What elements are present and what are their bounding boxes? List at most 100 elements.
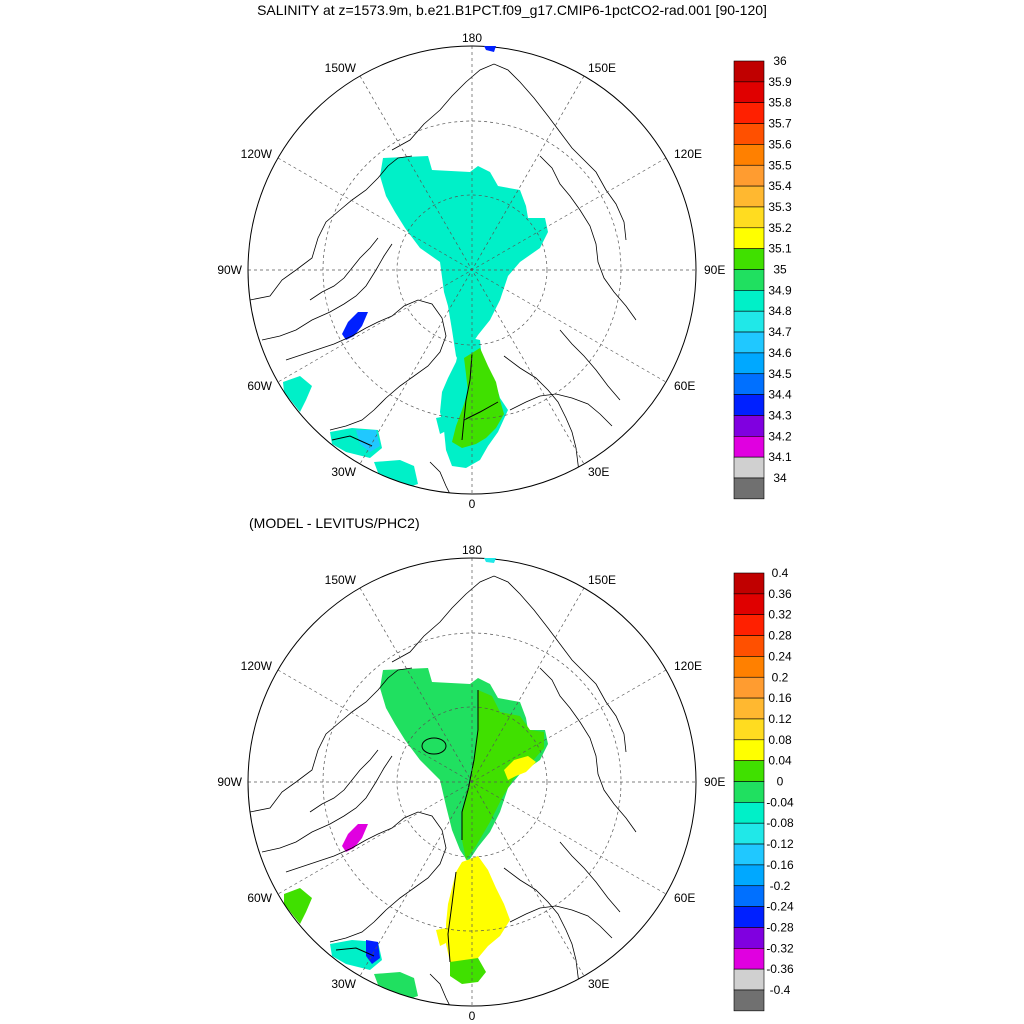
salinity-colorbar-label: 35 — [773, 263, 787, 277]
difference-colorbar-swatch — [733, 718, 765, 741]
difference-colorbar-label: 0.12 — [768, 712, 792, 726]
difference-colorbar-label: -0.08 — [766, 816, 794, 830]
top-contour-line-irminger — [331, 435, 373, 447]
top-lon-label-150e: 150E — [588, 61, 616, 75]
top-map-fields — [249, 63, 637, 494]
difference-colorbar-swatch — [733, 906, 765, 928]
bottom-lon-label-60w: 60W — [247, 891, 272, 905]
salinity-colorbar-swatch — [733, 435, 765, 458]
difference-colorbar-label: 0.36 — [768, 587, 792, 601]
bottom-diff-region-baffin — [342, 824, 368, 852]
difference-colorbar-swatch — [733, 739, 765, 761]
top-salinity-region-labrador — [283, 376, 312, 412]
top-lon-label-60w: 60W — [247, 379, 272, 393]
salinity-colorbar-swatch — [733, 248, 765, 270]
difference-colorbar-swatch — [733, 676, 765, 699]
bottom-contour-lines — [335, 690, 479, 963]
difference-colorbar-label: 0.08 — [768, 733, 792, 747]
difference-colorbar-label: -0.04 — [766, 795, 794, 809]
difference-colorbar-label: 0.04 — [768, 754, 792, 768]
bottom-diff-region-labrador — [284, 888, 312, 924]
salinity-colorbar-swatch — [733, 269, 765, 291]
bottom-lon-label-60e: 60E — [674, 891, 695, 905]
salinity-colorbar-swatch — [733, 81, 765, 103]
salinity-colorbar-label: 35.8 — [768, 96, 792, 110]
bottom-lon-label-150w: 150W — [325, 573, 357, 587]
salinity-colorbar-swatch — [733, 290, 765, 312]
bottom-diff-region-small — [436, 928, 448, 946]
salinity-colorbar-label: 35.1 — [768, 242, 792, 256]
difference-colorbar-swatch — [733, 989, 765, 1012]
bottom-colorbar: 0.4 0.36 0.32 0.28 0.24 0.2 0.16 0.12 0.08 0.04 0 -… — [733, 566, 794, 1012]
difference-colorbar-label: 0.28 — [768, 629, 792, 643]
bottom-map-panel: 180 0 90W 90E 150W 120W 150E 120E 60W 30… — [217, 543, 794, 1023]
difference-colorbar-swatch — [733, 760, 765, 782]
salinity-colorbar-swatch — [733, 102, 765, 124]
top-lon-label-60e: 60E — [674, 379, 695, 393]
salinity-colorbar-label: 34 — [773, 471, 787, 485]
difference-colorbar-swatch — [733, 968, 765, 991]
top-salinity-region-irminger-dark — [356, 430, 380, 452]
top-salinity-region-green — [452, 348, 504, 448]
difference-colorbar-swatch — [733, 885, 765, 907]
difference-colorbar-label: -0.2 — [770, 879, 791, 893]
bottom-diff-region-irminger-blue — [366, 940, 380, 964]
bottom-lon-label-0: 0 — [469, 1009, 476, 1023]
panel-subtitle: (MODEL - LEVITUS/PHC2) — [249, 515, 420, 531]
difference-colorbar-swatch — [733, 864, 765, 887]
bottom-map-fields — [249, 575, 637, 1006]
bottom-lon-label-30e: 30E — [588, 977, 609, 991]
difference-colorbar-label: -0.12 — [766, 837, 794, 851]
salinity-colorbar-label: 34.8 — [768, 304, 792, 318]
bottom-map-border — [247, 557, 697, 1007]
top-coastlines — [249, 63, 637, 494]
difference-colorbar-label: 0.24 — [768, 649, 792, 663]
salinity-colorbar-swatch — [733, 331, 765, 354]
salinity-colorbar-label: 34.5 — [768, 367, 792, 381]
difference-colorbar-swatch — [733, 572, 765, 595]
salinity-colorbar-label: 35.3 — [768, 200, 792, 214]
difference-colorbar-label: -0.32 — [766, 941, 794, 955]
bottom-lon-label-120w: 120W — [241, 659, 273, 673]
salinity-colorbar-swatch — [733, 394, 765, 416]
salinity-colorbar-label: 34.6 — [768, 346, 792, 360]
top-salinity-region-arctic — [380, 156, 548, 368]
salinity-colorbar-label: 34.1 — [768, 450, 792, 464]
salinity-colorbar-swatch — [733, 373, 765, 395]
top-lon-label-30e: 30E — [588, 465, 609, 479]
salinity-colorbar-swatch — [733, 164, 765, 187]
difference-colorbar-swatch — [733, 635, 765, 657]
salinity-colorbar-swatch — [733, 123, 765, 145]
bottom-lon-label-90w: 90W — [217, 775, 242, 789]
bottom-graticule — [248, 558, 696, 1006]
difference-colorbar-label: 0 — [777, 775, 784, 789]
top-lon-label-30w: 30W — [331, 465, 356, 479]
salinity-colorbar-swatch — [733, 310, 765, 333]
salinity-colorbar-label: 34.4 — [768, 388, 792, 402]
difference-colorbar-label: 0.32 — [768, 608, 792, 622]
salinity-colorbar-label: 34.3 — [768, 408, 792, 422]
bottom-diff-region-fram — [446, 856, 510, 966]
top-lon-label-120w: 120W — [241, 147, 273, 161]
top-salinity-region-small — [436, 416, 448, 434]
bottom-diff-region-norway — [374, 972, 418, 1002]
difference-colorbar-label: -0.24 — [766, 900, 794, 914]
salinity-colorbar-label: 35.2 — [768, 221, 792, 235]
bottom-lon-label-30w: 30W — [331, 977, 356, 991]
difference-colorbar-label: -0.4 — [770, 983, 791, 997]
difference-colorbar-swatch — [733, 802, 765, 824]
difference-colorbar-label: 0.2 — [772, 670, 789, 684]
difference-colorbar-label: 0.16 — [768, 691, 792, 705]
top-lon-label-120e: 120E — [674, 147, 702, 161]
top-salinity-region-baffin — [342, 312, 368, 340]
salinity-colorbar-label: 36 — [773, 54, 787, 68]
salinity-colorbar-swatch — [733, 185, 765, 208]
difference-colorbar-swatch — [733, 656, 765, 678]
difference-colorbar-label: 0.4 — [772, 566, 789, 580]
salinity-colorbar-label: 35.4 — [768, 179, 792, 193]
top-salinity-region-norway — [374, 460, 418, 490]
top-lon-label-0: 0 — [469, 497, 476, 511]
salinity-colorbar-swatch — [733, 227, 765, 249]
top-map-panel: 180 0 90W 90E 150W 120W 150E 120E 60W 30… — [217, 31, 792, 511]
